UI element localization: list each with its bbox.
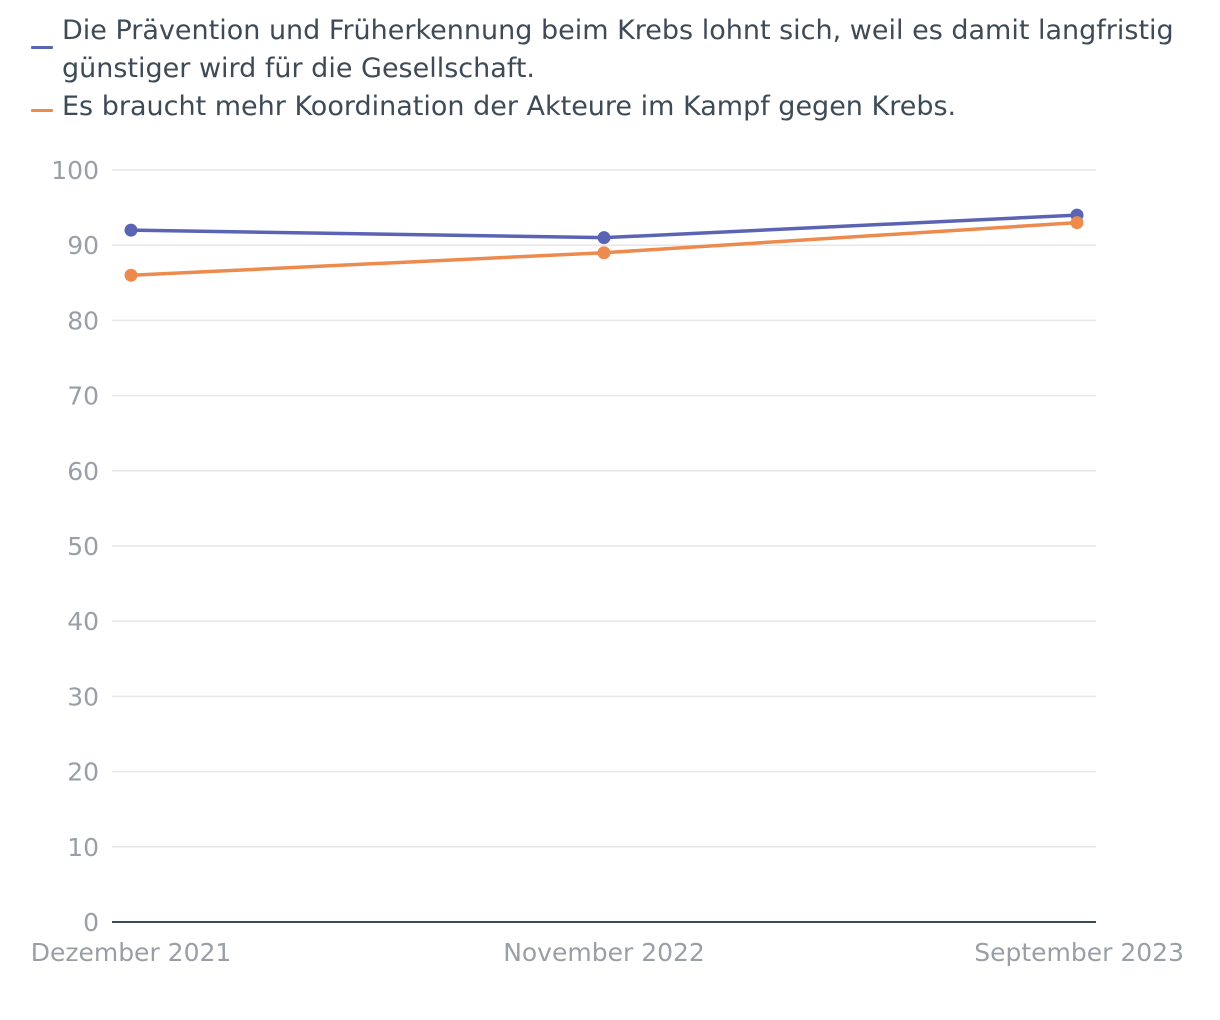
legend-label-prevention: Die Prävention und Früherkennung beim Kr… <box>62 15 1174 84</box>
series <box>124 208 1084 282</box>
data-point-s1-2[interactable] <box>1070 216 1084 230</box>
y-tick-label-10: 10 <box>67 833 99 862</box>
y-tick-label-100: 100 <box>51 156 99 185</box>
y-axis-ticks: 0 10 20 30 40 50 60 70 80 90 100 <box>51 156 99 937</box>
legend-swatch-prevention <box>31 46 53 49</box>
legend-item-prevention[interactable]: Die Prävention und Früherkennung beim Kr… <box>28 12 1188 88</box>
legend: Die Prävention und Früherkennung beim Kr… <box>28 12 1188 126</box>
x-tick-label-2: September 2023 <box>974 938 1184 967</box>
data-point-s1-1[interactable] <box>597 246 611 260</box>
y-tick-label-90: 90 <box>67 231 99 260</box>
y-tick-label-80: 80 <box>67 306 99 335</box>
legend-swatch-coordination <box>31 109 53 112</box>
data-point-s1-0[interactable] <box>124 268 138 282</box>
x-tick-label-1: November 2022 <box>503 938 705 967</box>
y-tick-label-40: 40 <box>67 607 99 636</box>
y-tick-label-0: 0 <box>83 908 99 937</box>
gridlines <box>112 169 1096 848</box>
y-tick-label-60: 60 <box>67 457 99 486</box>
y-tick-label-30: 30 <box>67 682 99 711</box>
data-point-s0-1[interactable] <box>597 231 611 245</box>
y-tick-label-50: 50 <box>67 532 99 561</box>
x-tick-label-0: Dezember 2021 <box>31 938 232 967</box>
x-axis-ticks: Dezember 2021 November 2022 September 2023 <box>31 938 1184 967</box>
y-tick-label-70: 70 <box>67 382 99 411</box>
y-tick-label-20: 20 <box>67 758 99 787</box>
legend-item-coordination[interactable]: Es braucht mehr Koordination der Akteure… <box>28 88 1188 126</box>
legend-label-coordination: Es braucht mehr Koordination der Akteure… <box>62 91 957 122</box>
data-point-s0-0[interactable] <box>124 223 138 237</box>
